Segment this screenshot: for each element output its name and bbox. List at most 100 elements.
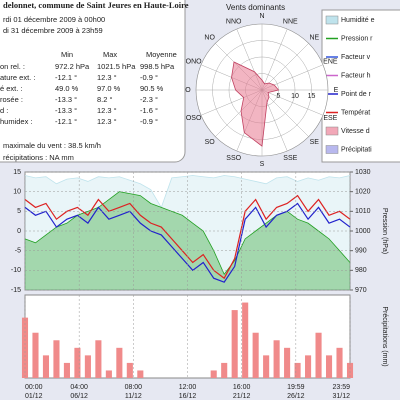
x-tick-label: 12:00: [179, 384, 197, 391]
radar-tick-label: 5: [277, 93, 281, 100]
y2-tick-label: 1010: [355, 208, 371, 215]
cell: 97.0 %: [97, 84, 121, 93]
radar-direction: NE: [309, 35, 319, 42]
legend-label: Humidité e: [341, 17, 375, 24]
y-tick-label: 15: [13, 169, 21, 176]
bar: [74, 347, 81, 378]
radar-direction: NO: [204, 35, 215, 42]
cell: -13.3 °: [55, 106, 77, 115]
bar: [63, 362, 70, 378]
radar-direction: SSE: [283, 155, 297, 162]
legend-label: Point de r: [341, 91, 372, 98]
x-tick-date: 31/12: [332, 393, 350, 400]
radar-spoke: [261, 28, 288, 91]
y-tick-label: 5: [17, 208, 21, 215]
cell: -2.3 °: [140, 95, 158, 104]
cell: 12.3 °: [97, 106, 117, 115]
radar-direction: E: [334, 87, 339, 94]
cell: 49.0 %: [55, 84, 79, 93]
radar-direction: SO: [205, 139, 216, 146]
bar: [137, 370, 144, 378]
row-label: rosée :: [0, 95, 23, 104]
radar-title: Vents dominants: [226, 3, 285, 12]
bar: [273, 340, 280, 378]
radar-direction: NNO: [226, 18, 242, 25]
y2-tick-label: 1020: [355, 189, 371, 196]
radar-tick-label: 15: [308, 93, 316, 100]
y2-tick-label: 1000: [355, 228, 371, 235]
info-title: delonnet, commune de Saint Jeures en Hau…: [3, 0, 189, 10]
bar: [346, 362, 354, 378]
radar-spoke: [261, 89, 324, 116]
legend-swatch: [325, 145, 339, 154]
row-label: é ext. :: [0, 84, 23, 93]
legend-label: Facteur v: [341, 54, 371, 61]
y2-tick-label: 1030: [355, 169, 371, 176]
radar-spoke: [261, 43, 309, 91]
bar: [105, 370, 112, 378]
bar: [231, 310, 238, 378]
radar-direction: ENE: [323, 59, 338, 66]
column-header: Max: [103, 50, 117, 59]
bar: [305, 355, 312, 378]
cell: -12.1 °: [55, 73, 77, 82]
period-start: rdi 01 décembre 2009 à 00h00: [3, 15, 105, 24]
bar: [284, 347, 291, 378]
row-label: d :: [0, 106, 8, 115]
bar: [263, 355, 270, 378]
radar-direction: S: [260, 161, 265, 168]
y2-tick-label: 980: [355, 267, 367, 274]
cell: -1.6 °: [140, 106, 158, 115]
info-panel: [0, 0, 186, 163]
x-tick-date: 16/12: [179, 393, 197, 400]
legend-label: Pression r: [341, 35, 373, 42]
radar-direction: SSO: [226, 155, 241, 162]
bar: [252, 332, 259, 378]
bar: [53, 340, 60, 378]
bar: [84, 355, 91, 378]
legend-label: Facteur h: [341, 72, 371, 79]
y-tick-label: 10: [13, 189, 21, 196]
x-tick-label: 00:00: [25, 384, 43, 391]
precip-total: récipitations : NA mm: [3, 153, 74, 162]
bar: [242, 302, 249, 378]
column-header: Moyenne: [146, 50, 177, 59]
bar: [221, 362, 228, 378]
cell: -13.3 °: [55, 95, 77, 104]
radar-tick-label: 10: [291, 93, 299, 100]
bar: [325, 355, 333, 378]
legend-swatch: [325, 126, 339, 136]
radar-spoke: [261, 89, 309, 137]
bar: [32, 332, 39, 378]
bar: [116, 347, 123, 378]
x-tick-date: 21/12: [233, 393, 251, 400]
x-tick-label: 19:59: [287, 384, 305, 391]
legend-label: Vitesse d: [341, 128, 370, 135]
radar-area: [231, 61, 280, 147]
legend-label: Températ: [341, 109, 370, 116]
legend-swatch: [325, 15, 339, 25]
x-tick-date: 26/12: [287, 393, 305, 400]
x-tick-date: 01/12: [25, 393, 43, 400]
radar-direction: ESE: [323, 115, 337, 122]
x-tick-label: 23:59: [332, 384, 350, 391]
cell: 972.2 hPa: [55, 62, 90, 71]
radar-direction: O: [185, 87, 191, 94]
bar: [126, 362, 133, 378]
y-tick-label: -15: [11, 287, 21, 294]
legend-label: Précipitati: [341, 146, 372, 153]
cell: 998.5 hPa: [140, 62, 175, 71]
bar: [42, 355, 50, 378]
cell: 1021.5 hPa: [97, 62, 136, 71]
cell: -0.9 °: [140, 73, 158, 82]
cell: 8.2 °: [97, 95, 113, 104]
x-tick-date: 06/12: [70, 393, 88, 400]
cell: 12.3 °: [97, 73, 117, 82]
bar: [95, 340, 102, 378]
bar: [336, 347, 343, 378]
wind-max: maximale du vent : 38.5 km/h: [3, 141, 101, 150]
x-tick-label: 08:00: [125, 384, 143, 391]
radar-direction: N: [259, 13, 264, 20]
x-tick-label: 16:00: [233, 384, 251, 391]
